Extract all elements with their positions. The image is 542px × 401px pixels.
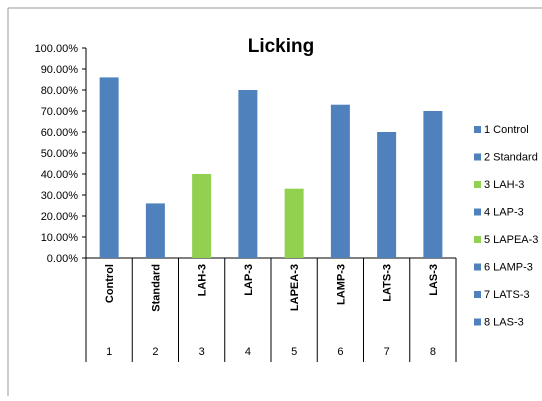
y-tick-label: 50.00% [41,148,79,160]
x-category-label: LAS-3 [428,264,440,296]
chart-title: Licking [248,36,315,57]
y-tick-label: 80.00% [41,85,79,97]
x-category-number: 4 [245,346,251,358]
bar [377,132,397,258]
x-category-number: 6 [337,346,343,358]
legend-swatch [474,181,481,188]
legend-swatch [474,236,481,243]
x-category-number: 3 [199,346,205,358]
x-category-label: LAH-3 [197,264,209,296]
bar [284,188,304,258]
legend-swatch [474,153,481,161]
legend-entry: 6 LAMP-3 [484,262,533,274]
y-tick-label: 30.00% [41,190,79,202]
x-category-number: 2 [152,346,158,358]
legend-swatch [474,291,481,298]
legend-swatch [474,318,481,326]
bar [192,174,212,258]
legend-entry: 7 LATS-3 [484,289,530,301]
bar [238,90,258,258]
x-category-number: 8 [430,346,436,358]
x-category-label: Standard [150,264,162,312]
x-category-label: LAMP-3 [335,264,347,305]
plot-area: 0.00% 10.00% 20.00% 30.00% 40.00% 50.00% 60.00… [35,43,457,362]
legend-entry: 1 Control [484,124,529,136]
bar [99,77,119,259]
legend-entry: 2 Standard [484,152,538,164]
y-tick-label: 0.00% [47,253,78,265]
y-tick-label: 40.00% [41,169,79,181]
legend-swatch [474,208,481,216]
x-category-label: LATS-3 [382,264,394,302]
x-category-label: LAP-3 [243,264,255,296]
y-tick-label: 100.00% [35,43,79,55]
y-tick-label: 70.00% [41,106,79,118]
x-category-label: Control [104,264,116,303]
legend-swatch [474,126,481,133]
x-category-label: LAPEA-3 [289,264,301,311]
legend: 1 Control 2 Standard 3 LAH-3 4 LAP-3 5 LAPEA… [474,124,538,329]
legend-entry: 3 LAH-3 [484,179,524,191]
y-tick-label: 10.00% [41,232,79,244]
legend-swatch [474,263,481,271]
bar [145,203,165,258]
legend-entry: 8 LAS-3 [484,317,524,329]
y-tick-label: 20.00% [41,211,79,223]
y-tick-label: 60.00% [41,127,79,139]
legend-entry: 5 LAPEA-3 [484,234,538,246]
x-category-number: 5 [291,346,297,358]
x-category-number: 1 [106,346,112,358]
bar [330,104,350,258]
bar [423,111,443,258]
x-category-number: 7 [384,346,390,358]
y-tick-label: 90.00% [41,64,79,76]
legend-entry: 4 LAP-3 [484,207,524,219]
